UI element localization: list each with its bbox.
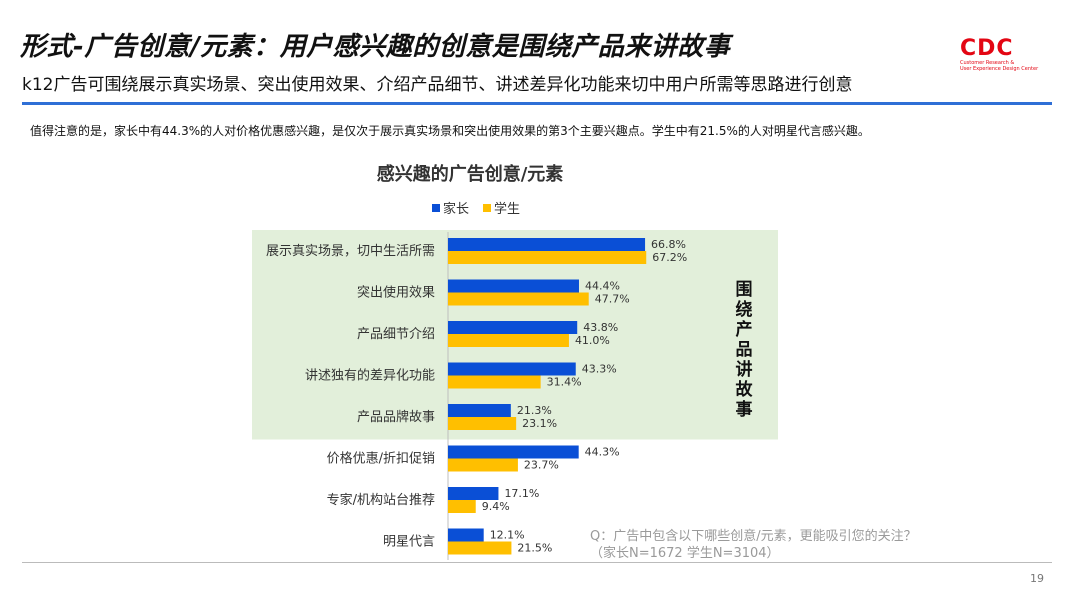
chart-title: 感兴趣的广告创意/元素 bbox=[377, 163, 564, 185]
student-value-label: 47.7% bbox=[595, 293, 630, 306]
category-label: 专家/机构站台推荐 bbox=[327, 492, 435, 508]
category-label: 产品品牌故事 bbox=[357, 409, 435, 425]
logo-sub-line-2: User Experience Design Center bbox=[960, 66, 1039, 72]
header-divider bbox=[22, 102, 1052, 105]
legend-label-parent: 家长 bbox=[443, 201, 469, 217]
parent-bar bbox=[448, 238, 646, 251]
insight-note: 值得注意的是，家长中有44.3%的人对价格优惠感兴趣，是仅次于展示真实场景和突出… bbox=[30, 124, 870, 138]
logo-mark: CDC bbox=[960, 36, 1014, 61]
parent-value-label: 44.4% bbox=[585, 280, 620, 293]
parent-bar bbox=[448, 362, 576, 376]
survey-question: Q：广告中包含以下哪些创意/元素，更能吸引您的关注？ （家长N=1672 学生N… bbox=[590, 528, 917, 562]
group-label: 围绕产品讲故事 bbox=[735, 280, 753, 420]
student-value-label: 23.1% bbox=[522, 417, 557, 430]
parent-bar bbox=[448, 279, 579, 293]
cdc-logo: CDC Customer Research & User Experience … bbox=[960, 36, 1050, 73]
parent-bar bbox=[448, 528, 484, 542]
student-bar bbox=[448, 292, 589, 306]
parent-bar bbox=[448, 487, 499, 500]
survey-question-text: Q：广告中包含以下哪些创意/元素，更能吸引您的关注？ bbox=[590, 529, 917, 544]
parent-value-label: 21.3% bbox=[517, 404, 552, 417]
student-bar bbox=[448, 334, 569, 347]
student-bar bbox=[448, 500, 476, 513]
legend-swatch-parent bbox=[432, 204, 440, 212]
survey-sample-size: （家长N=1672 学生N=3104） bbox=[590, 546, 780, 561]
student-value-label: 67.2% bbox=[652, 251, 687, 264]
parent-bar bbox=[448, 321, 578, 334]
parent-value-label: 44.3% bbox=[585, 446, 620, 459]
logo-sub-line-1: Customer Research & bbox=[960, 60, 1015, 66]
legend-label-student: 学生 bbox=[494, 201, 520, 217]
parent-value-label: 12.1% bbox=[490, 529, 525, 542]
category-label: 价格优惠/折扣促销 bbox=[327, 451, 435, 467]
category-label: 讲述独有的差异化功能 bbox=[305, 368, 435, 384]
category-label: 展示真实场景，切中生活所需 bbox=[266, 244, 435, 259]
legend-swatch-student bbox=[483, 204, 491, 212]
student-value-label: 31.4% bbox=[547, 376, 582, 389]
category-label: 突出使用效果 bbox=[357, 285, 435, 301]
student-bar bbox=[448, 458, 518, 472]
page-title: 形式-广告创意/元素：用户感兴趣的创意是围绕产品来讲故事 bbox=[20, 32, 731, 62]
student-bar bbox=[448, 541, 512, 555]
footer-divider bbox=[22, 562, 1052, 563]
student-value-label: 21.5% bbox=[517, 542, 552, 555]
student-value-label: 23.7% bbox=[524, 459, 559, 472]
student-bar bbox=[448, 375, 541, 389]
parent-value-label: 43.3% bbox=[582, 363, 617, 376]
student-bar bbox=[448, 251, 647, 264]
category-label: 明星代言 bbox=[383, 535, 435, 550]
student-bar bbox=[448, 417, 517, 430]
parent-bar bbox=[448, 445, 579, 459]
category-label: 产品细节介绍 bbox=[357, 327, 435, 342]
page-subtitle: k12广告可围绕展示真实场景、突出使用效果、介绍产品细节、讲述差异化功能来切中用… bbox=[22, 75, 853, 95]
student-value-label: 9.4% bbox=[482, 500, 510, 513]
student-value-label: 41.0% bbox=[575, 334, 610, 347]
parent-value-label: 43.8% bbox=[583, 321, 618, 334]
parent-value-label: 66.8% bbox=[651, 238, 686, 251]
page-number: 19 bbox=[1030, 572, 1044, 585]
parent-value-label: 17.1% bbox=[504, 487, 539, 500]
parent-bar bbox=[448, 404, 511, 417]
